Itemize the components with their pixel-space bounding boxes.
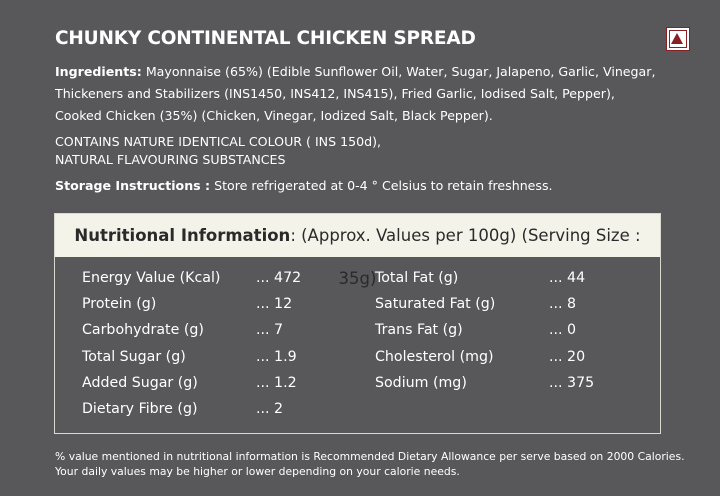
footnote-line-1: % value mentioned in nutritional informa… xyxy=(55,450,685,463)
nutrient-value: ... 20 xyxy=(549,348,586,365)
nutrient-name: Sodium (mg) xyxy=(375,374,467,391)
nutrient-value: ... 7 xyxy=(256,322,284,339)
ingredients-text: Mayonnaise (65%) (Edible Sunflower Oil, … xyxy=(55,64,656,123)
nutrient-value: ... 2 xyxy=(256,401,284,417)
nutrient-value: ... 0 xyxy=(549,322,577,339)
nutrient-name: Energy Value (Kcal) xyxy=(82,270,221,286)
contains-statement: CONTAINS NATURE IDENTICAL COLOUR ( INS 1… xyxy=(55,133,665,169)
product-title: CHUNKY CONTINENTAL CHICKEN SPREAD xyxy=(55,28,476,49)
storage-text: Store refrigerated at 0-4 ° Celsius to r… xyxy=(210,178,553,193)
storage-paragraph: Storage Instructions : Store refrigerate… xyxy=(55,175,665,197)
nutrient-name: Total Sugar (g) xyxy=(82,348,186,365)
nutrition-header-bold: Nutritional Information xyxy=(74,226,291,245)
nutrient-name: Total Fat (g) xyxy=(375,270,459,286)
nutrient-value: ... 472 xyxy=(256,270,302,286)
nutrient-name: Trans Fat (g) xyxy=(375,322,463,339)
nutrient-name: Dietary Fibre (g) xyxy=(82,401,198,417)
nutrient-value: ... 8 xyxy=(549,296,577,313)
nutrient-name: Saturated Fat (g) xyxy=(375,296,496,313)
non-veg-mark-icon xyxy=(666,27,690,51)
contains-line-1: CONTAINS NATURE IDENTICAL COLOUR ( INS 1… xyxy=(55,134,382,149)
nutrient-name: Carbohydrate (g) xyxy=(82,322,204,339)
footnote-line-2: Your daily values may be higher or lower… xyxy=(55,464,460,478)
contains-line-2: NATURAL FLAVOURING SUBSTANCES xyxy=(55,152,286,167)
nutrient-value: ... 44 xyxy=(549,270,586,286)
nutrient-name: Protein (g) xyxy=(82,296,157,313)
nutrient-value: ... 1.2 xyxy=(256,374,297,391)
footnote: % value mentioned in nutritional informa… xyxy=(55,450,695,479)
nutrition-table: Nutritional Information: (Approx. Values… xyxy=(54,213,661,434)
storage-label: Storage Instructions : xyxy=(55,178,211,193)
nutrient-value: ... 375 xyxy=(549,374,595,391)
nutrient-value: ... 12 xyxy=(256,296,293,313)
nutrient-value: ... 1.9 xyxy=(256,348,297,365)
ingredients-paragraph: Ingredients: Mayonnaise (65%) (Edible Su… xyxy=(55,61,665,127)
ingredients-label: Ingredients: xyxy=(55,64,142,79)
nutrition-header-rest: : (Approx. Values per 100g) (Serving Siz… xyxy=(290,226,641,288)
nutrition-header: Nutritional Information: (Approx. Values… xyxy=(55,214,660,288)
nutrient-name: Cholesterol (mg) xyxy=(375,348,494,365)
nutrient-name: Added Sugar (g) xyxy=(82,374,198,391)
